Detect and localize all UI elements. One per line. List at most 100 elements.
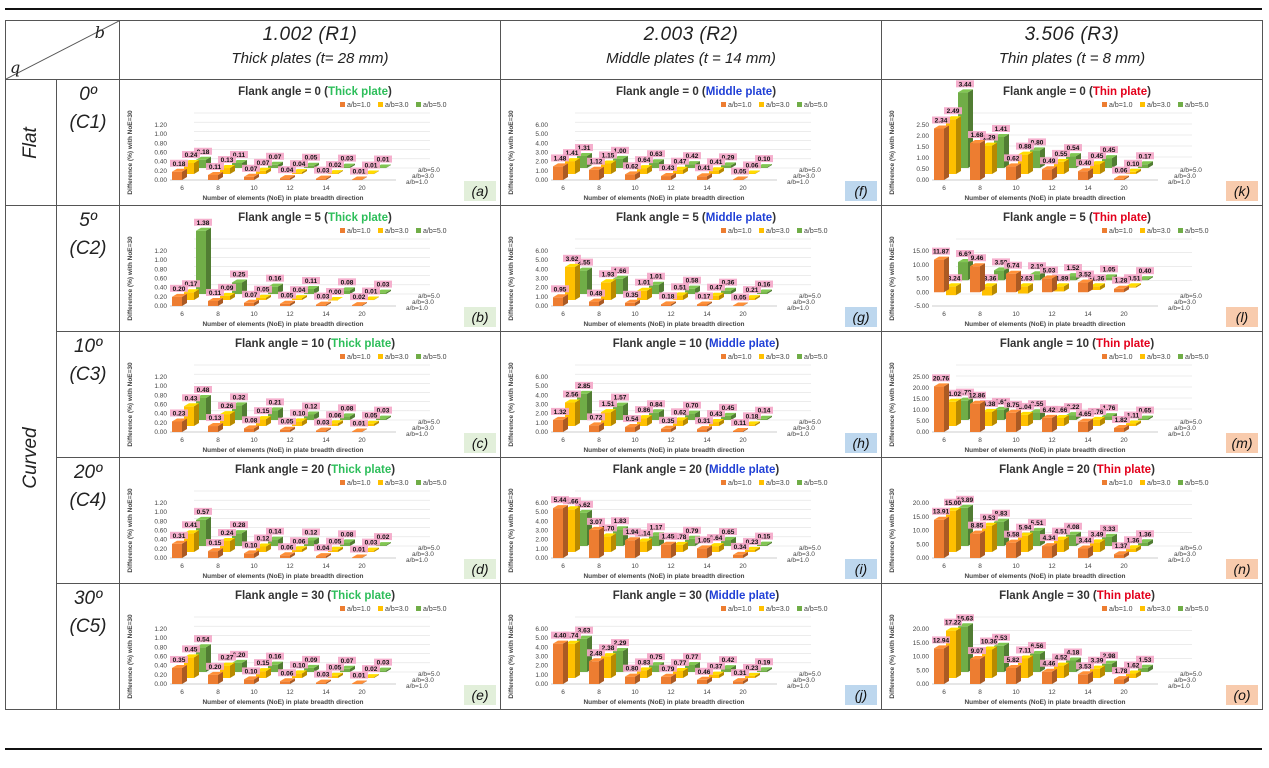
data-label-bg [671,283,689,291]
bar-top [661,173,676,177]
bar-front [1090,286,1100,290]
bar-side [635,299,640,306]
bar-front [244,428,254,432]
bar-top [172,293,187,297]
data-label: 0.63 [650,151,663,158]
legend-label: a/b=3.0 [1147,102,1171,109]
data-label-bg [326,161,344,169]
data-label-bg [278,543,296,551]
chart-title: Flank angle = 5 (Thin plate) [1003,212,1151,224]
depth-label: a/b=5.0 [418,293,440,300]
bar-top [244,676,259,680]
panel-tag: (i) [855,561,867,577]
y-axis-label: Difference (%) with NoE=30 [127,110,134,195]
bar: 0.88 [1016,142,1034,174]
bar-front [172,296,182,306]
bar-side [635,171,640,180]
data-label: 0.54 [626,416,639,423]
y-tick-label: 5.00 [916,667,929,674]
data-label: 0.06 [293,538,306,545]
chart-title-prefix: Flank angle = 10 ( [613,338,709,350]
data-label-bg [302,402,320,410]
bar-front [208,551,218,558]
data-label-bg [731,167,749,175]
data-label: 1.36 [1139,531,1152,538]
bar: 0.01 [350,545,368,559]
bar-front [1114,427,1124,432]
data-label-bg [242,667,260,675]
data-label: 0.17 [185,281,198,288]
bar-top [1018,151,1033,155]
y-tick-label: 0.20 [154,546,167,553]
data-label-bg [194,147,212,155]
bar-front [352,683,362,685]
data-label-bg [338,278,356,286]
y-tick-label: 3.00 [535,402,548,409]
legend-swatch [759,102,764,107]
data-label-bg [362,665,380,673]
data-label: 0.36 [722,280,735,287]
bar-top [958,89,973,93]
data-label: 20.76 [933,375,950,382]
bar-top [1030,147,1045,151]
depth-label: a/b=1.0 [1168,683,1190,690]
bar: 0.20 [206,662,224,684]
data-label-bg [266,527,284,535]
bar-front [601,163,611,174]
data-label: 0.77 [686,654,699,661]
bar: 1.05 [695,536,713,558]
bar-front [376,167,386,169]
legend-label: a/b=3.0 [385,354,409,361]
bar-top [1006,664,1021,668]
data-label-bg [314,544,332,552]
legend-label: a/b=3.0 [385,102,409,109]
bar: 0.07 [242,290,260,306]
data-label: 0.37 [710,664,723,671]
bar-side [944,383,949,432]
bar-front [757,167,767,168]
bar-front [757,670,767,672]
x-tick-label: 10 [631,185,639,192]
data-label-bg [635,529,653,537]
data-label-bg [623,664,641,672]
depth-label: a/b=5.0 [418,167,440,174]
bar: 1.48 [551,154,569,180]
data-label: 0.01 [353,673,366,680]
bar: 3.49 [1088,530,1106,552]
data-label: 5.44 [554,497,567,504]
chart-title-plate: Thick plate [331,338,391,350]
bar-top [637,287,652,291]
data-label: 1.37 [1115,543,1128,550]
data-label-bg [671,157,689,165]
data-label-bg [683,526,701,534]
chart-title-suffix: ) [1150,338,1154,350]
bar-top [601,533,616,537]
data-label: 0.62 [1007,155,1020,162]
bar-front [661,304,671,306]
data-label: 1.53 [1139,657,1152,664]
bar-side [944,256,949,293]
bar: 5.03 [1040,266,1058,293]
bar-side [563,163,568,180]
bar-front [1006,542,1016,558]
bar-top [352,176,367,180]
data-label: 0.03 [317,168,330,175]
bar-top [697,676,712,680]
data-label: 0.17 [698,293,711,300]
data-label-bg [587,413,605,421]
bar-top [232,659,247,663]
data-label: 0.12 [305,530,318,537]
bar-top [1054,414,1069,418]
bar-front [1030,150,1040,168]
x-tick-label: 10 [1012,437,1020,444]
data-label: 0.80 [626,666,639,673]
legend-swatch [721,102,726,107]
chart-title-suffix: ) [1151,590,1155,602]
bar-front [601,656,611,678]
data-label: 0.12 [305,404,318,411]
bar-front [1006,273,1016,293]
data-label: 6.56 [1031,643,1044,650]
bar-side [230,411,235,426]
bar: 0.06 [1112,166,1130,180]
bar: 1.45 [659,532,677,558]
